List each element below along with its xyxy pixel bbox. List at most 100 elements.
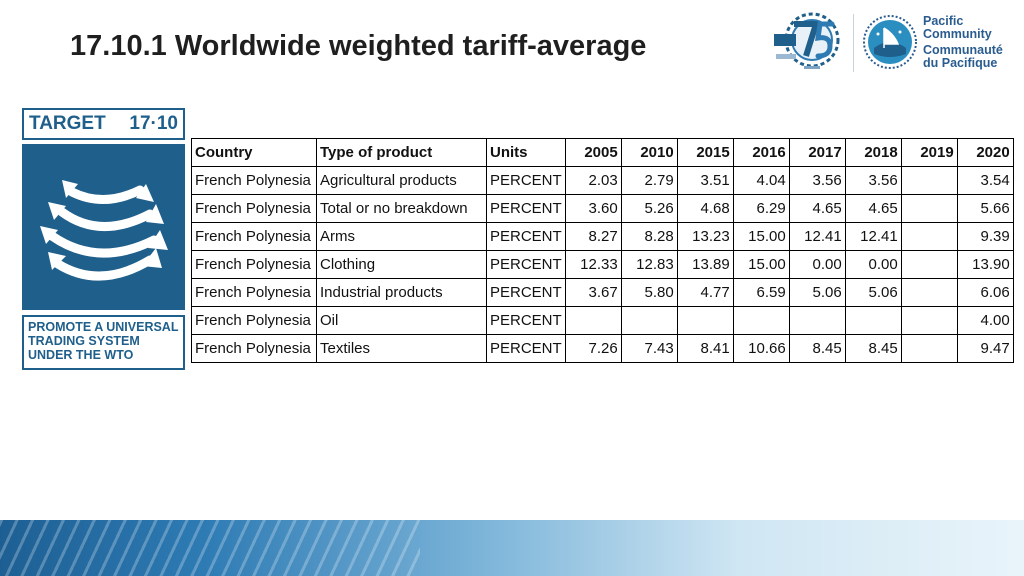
table-row: French Polynesia Oil PERCENT 4.00 <box>191 306 1014 335</box>
cell-type: Industrial products <box>316 278 487 307</box>
cell-value: 7.26 <box>564 334 622 363</box>
cell-value: 0.00 <box>788 250 846 279</box>
cell-units: PERCENT <box>486 250 566 279</box>
slide-title: 17.10.1 Worldwide weighted tariff-averag… <box>70 30 647 62</box>
cell-value <box>564 306 622 335</box>
cell-value: 2.03 <box>564 166 622 195</box>
header-units: Units <box>486 138 566 167</box>
target-footer-line-2: TRADING SYSTEM <box>28 334 140 348</box>
table-row: French Polynesia Agricultural products P… <box>191 166 1014 195</box>
cell-value: 15.00 <box>732 250 790 279</box>
cell-units: PERCENT <box>486 306 566 335</box>
cell-country: French Polynesia <box>191 222 317 251</box>
cell-type: Clothing <box>316 250 487 279</box>
target-card-header: TARGET 17·10 <box>22 108 185 140</box>
cell-value: 2.79 <box>620 166 678 195</box>
cell-value: 8.45 <box>788 334 846 363</box>
cell-units: PERCENT <box>486 278 566 307</box>
cell-value: 8.45 <box>844 334 902 363</box>
table-row: French Polynesia Arms PERCENT 8.27 8.28 … <box>191 222 1014 251</box>
cell-value: 3.60 <box>564 194 622 223</box>
cell-country: French Polynesia <box>191 250 317 279</box>
cell-value <box>900 306 958 335</box>
cell-value <box>900 222 958 251</box>
cell-value <box>620 306 678 335</box>
cell-country: French Polynesia <box>191 334 317 363</box>
cell-value <box>900 250 958 279</box>
cell-value: 12.83 <box>620 250 678 279</box>
table-header-row: Country Type of product Units 2005 2010 … <box>191 138 1014 167</box>
cell-value: 3.56 <box>788 166 846 195</box>
tariff-table: Country Type of product Units 2005 2010 … <box>191 138 1014 363</box>
spc-text-line-4: du Pacifique <box>923 56 998 70</box>
header-year: 2019 <box>900 138 958 167</box>
cell-value: 10.66 <box>732 334 790 363</box>
cell-country: French Polynesia <box>191 278 317 307</box>
cell-value: 4.00 <box>956 306 1014 335</box>
spc-text-line-2: Community <box>923 27 992 41</box>
header-year: 2005 <box>564 138 622 167</box>
cell-value: 13.23 <box>676 222 734 251</box>
cell-type: Textiles <box>316 334 487 363</box>
cell-value: 5.26 <box>620 194 678 223</box>
cell-value: 6.29 <box>732 194 790 223</box>
header-year: 2016 <box>732 138 790 167</box>
cell-value: 4.65 <box>788 194 846 223</box>
cell-value: 8.41 <box>676 334 734 363</box>
table-row: French Polynesia Industrial products PER… <box>191 278 1014 307</box>
cell-units: PERCENT <box>486 222 566 251</box>
cell-value: 3.54 <box>956 166 1014 195</box>
cell-value: 3.56 <box>844 166 902 195</box>
footer-decorative-band <box>0 520 1024 576</box>
header-country: Country <box>191 138 317 167</box>
cell-value: 4.68 <box>676 194 734 223</box>
header-year: 2020 <box>956 138 1014 167</box>
cell-type: Oil <box>316 306 487 335</box>
cell-value <box>900 166 958 195</box>
target-label: TARGET <box>29 113 106 134</box>
cell-value: 4.77 <box>676 278 734 307</box>
cell-value: 12.41 <box>844 222 902 251</box>
cell-value <box>900 194 958 223</box>
cell-type: Agricultural products <box>316 166 487 195</box>
footer-pattern <box>0 520 420 576</box>
cell-value: 15.00 <box>732 222 790 251</box>
target-footer-line-3: UNDER THE WTO <box>28 348 134 362</box>
cell-value <box>676 306 734 335</box>
cell-type: Arms <box>316 222 487 251</box>
cell-type: Total or no breakdown <box>316 194 487 223</box>
cell-units: PERCENT <box>486 166 566 195</box>
target-number: 17·10 <box>129 113 178 134</box>
table-row: French Polynesia Textiles PERCENT 7.26 7… <box>191 334 1014 363</box>
cell-value: 5.06 <box>788 278 846 307</box>
spc-text-line-1: Pacific <box>923 14 964 28</box>
target-footer-line-1: PROMOTE A UNIVERSAL <box>28 320 179 334</box>
table-row: French Polynesia Total or no breakdown P… <box>191 194 1014 223</box>
cell-value: 5.06 <box>844 278 902 307</box>
cell-value <box>900 278 958 307</box>
cell-value: 8.28 <box>620 222 678 251</box>
cell-value: 12.33 <box>564 250 622 279</box>
cell-country: French Polynesia <box>191 194 317 223</box>
cell-value: 4.65 <box>844 194 902 223</box>
table-row: French Polynesia Clothing PERCENT 12.33 … <box>191 250 1014 279</box>
cell-value: 7.43 <box>620 334 678 363</box>
cell-value: 5.80 <box>620 278 678 307</box>
curved-arrows-icon <box>22 144 185 310</box>
cell-value <box>732 306 790 335</box>
cell-value: 3.67 <box>564 278 622 307</box>
cell-units: PERCENT <box>486 194 566 223</box>
cell-value: 5.66 <box>956 194 1014 223</box>
spc-75-anniversary-logo-icon <box>772 10 848 74</box>
cell-value: 0.00 <box>844 250 902 279</box>
logo-divider <box>853 14 854 72</box>
cell-value <box>844 306 902 335</box>
cell-value <box>788 306 846 335</box>
cell-country: French Polynesia <box>191 166 317 195</box>
pacific-community-emblem-icon <box>862 14 918 70</box>
header-type-of-product: Type of product <box>316 138 487 167</box>
cell-value: 8.27 <box>564 222 622 251</box>
pacific-community-wordmark: Pacific Community Communauté du Pacifiqu… <box>923 15 1003 70</box>
cell-value: 13.89 <box>676 250 734 279</box>
target-card-footer: PROMOTE A UNIVERSAL TRADING SYSTEM UNDER… <box>22 315 185 370</box>
